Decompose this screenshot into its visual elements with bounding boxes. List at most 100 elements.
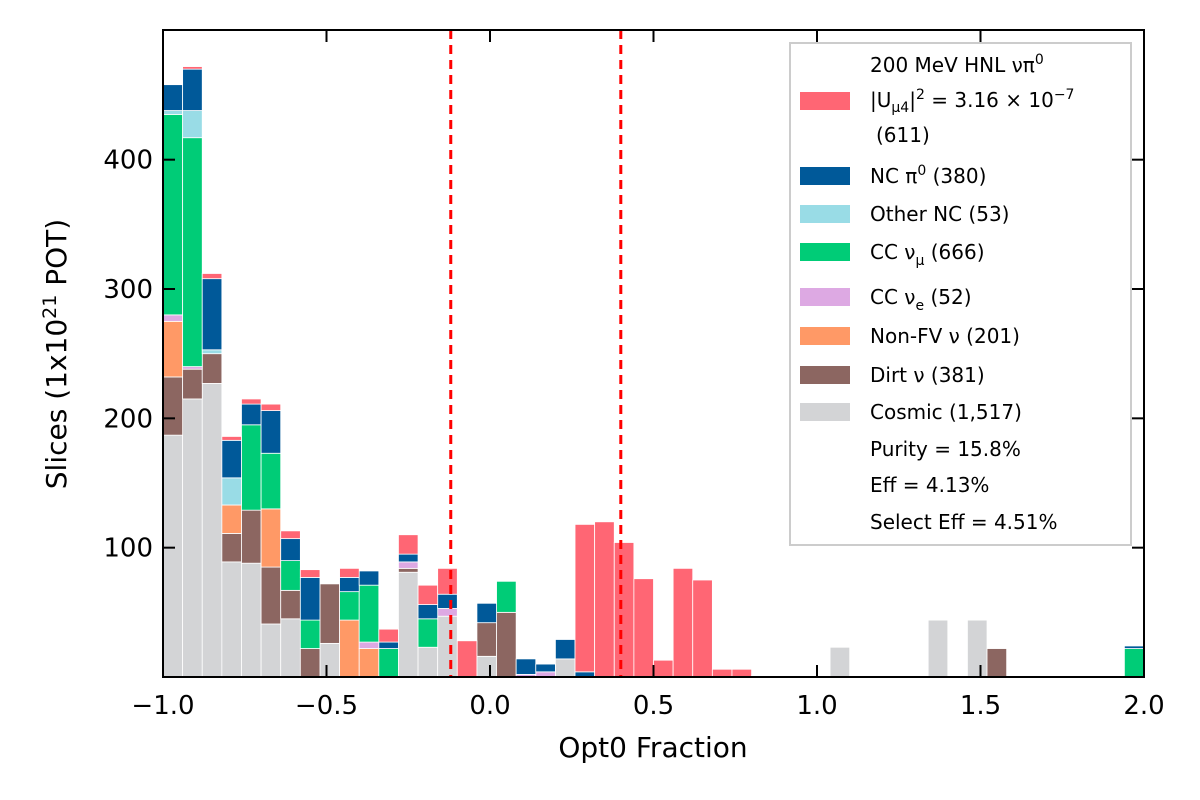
- bar-dirt-bin-3: [221, 533, 242, 563]
- bar-200-bin-12: [398, 534, 419, 555]
- bar-cc-bin-7: [299, 619, 321, 649]
- bar-nonfv-bin-5: [260, 508, 282, 568]
- bar-nonfv-bin-0: [162, 320, 184, 378]
- bar-cosmic-bin-5: [260, 623, 282, 678]
- bar-nc-bin-20: [555, 639, 576, 660]
- bar-dirt-bin-17: [496, 611, 517, 678]
- legend-label-hnl-line1: 200 MeV HNL νπ0: [870, 52, 1044, 77]
- bar-nc-bin-13: [417, 604, 439, 620]
- legend-swatch-othernc: [800, 205, 850, 223]
- bar-cc-bin-1: [182, 137, 203, 368]
- bar-cc-bin-49: [1123, 648, 1145, 678]
- x-axis-title: Opt0 Fraction: [558, 731, 747, 764]
- bar-nc-bin-6: [280, 538, 301, 562]
- y-tick-label-3: 400: [103, 146, 153, 176]
- legend-entry-othernc: Other NC (53): [800, 202, 1009, 226]
- bar-nc-bin-4: [241, 403, 262, 426]
- bar-dirt-bin-7: [299, 648, 321, 678]
- bar-cosmic-bin-2: [201, 383, 223, 678]
- bar-nc-bin-19: [535, 663, 556, 673]
- legend-entry-ccnue: CC νe (52): [800, 285, 972, 314]
- legend-entry-ncpi0: NC π0 (380): [800, 163, 986, 188]
- bar-cosmic-bin-4: [241, 562, 262, 678]
- x-tick-label-3: 0.5: [633, 691, 674, 721]
- bar-other-bin-1: [182, 110, 203, 139]
- x-tick-label-6: 2.0: [1123, 691, 1164, 721]
- bar-cosmic-bin-41: [967, 619, 988, 678]
- bar-cosmic-bin-20: [555, 658, 576, 678]
- bar-cc-bin-13: [417, 618, 439, 648]
- bar-200-bin-28: [711, 668, 733, 678]
- legend-select-efficiency: Select Eff = 4.51%: [870, 510, 1057, 534]
- bar-cosmic-bin-0: [162, 434, 184, 678]
- legend-swatch-ncpi0: [800, 167, 850, 185]
- legend-swatch-ccnumu: [800, 243, 850, 261]
- legend-label-nonfv: Non-FV ν (201): [870, 324, 1020, 348]
- bar-cosmic-bin-6: [280, 618, 301, 678]
- bar-cc-bin-0: [162, 114, 184, 316]
- bar-cc-bin-10: [358, 641, 380, 649]
- bar-other-bin-2: [201, 349, 223, 355]
- bar-200-bin-6: [280, 530, 301, 540]
- bar-200-bin-7: [299, 569, 321, 578]
- bar-dirt-bin-8: [319, 583, 340, 644]
- legend-label-othernc: Other NC (53): [870, 202, 1009, 226]
- bar-200-bin-2: [201, 273, 223, 280]
- bar-200-bin-22: [594, 521, 615, 678]
- legend-swatch-hnl: [800, 92, 850, 110]
- bar-200-bin-24: [633, 578, 654, 678]
- bar-nc-bin-5: [260, 410, 282, 454]
- bar-200-bin-26: [672, 567, 694, 678]
- bar-nc-bin-18: [515, 658, 537, 675]
- y-axis-title: Slices (1x1021 POT): [39, 219, 73, 489]
- bar-cosmic-bin-16: [476, 655, 497, 678]
- bar-200-bin-29: [731, 668, 752, 678]
- bar-cc-bin-4: [241, 424, 262, 511]
- bar-200-bin-4: [241, 398, 262, 405]
- legend-label-dirt: Dirt ν (381): [870, 363, 985, 387]
- legend-swatch-nonfv: [800, 327, 850, 345]
- bar-200-bin-27: [692, 579, 713, 678]
- bar-cosmic-bin-3: [221, 561, 242, 678]
- bar-dirt-bin-5: [260, 566, 282, 625]
- bar-dirt-bin-0: [162, 376, 184, 436]
- y-tick-label-0: 100: [103, 534, 153, 564]
- bar-cc-bin-10: [358, 584, 380, 643]
- bar-cc-bin-0: [162, 314, 184, 322]
- bar-nc-bin-14: [437, 593, 458, 609]
- bar-nc-bin-1: [182, 68, 203, 111]
- axis-ticks: −1.0 −0.5 0.0 0.5 1.0 1.5 2.0 100 200 300 400: [103, 30, 1165, 721]
- legend-label-hnl-line2: |Uμ4|2 = 3.16 × 10−7: [870, 87, 1074, 116]
- bar-other-bin-3: [221, 477, 242, 506]
- bar-cosmic-bin-34: [829, 646, 851, 678]
- bar-cosmic-bin-14: [437, 615, 458, 678]
- legend-label-ccnue: CC νe (52): [870, 285, 972, 314]
- bar-dirt-bin-6: [280, 589, 301, 620]
- bars-layer: [162, 66, 1145, 678]
- bar-dirt-bin-16: [476, 622, 497, 657]
- bar-nc-bin-3: [221, 439, 242, 479]
- bar-nc-bin-10: [358, 570, 380, 586]
- bar-cosmic-bin-13: [417, 646, 439, 678]
- bar-dirt-bin-2: [201, 353, 223, 384]
- bar-nc-bin-16: [476, 602, 497, 624]
- legend-entry-cosmic: Cosmic (1,517): [800, 400, 1022, 424]
- bar-200-bin-25: [653, 659, 674, 678]
- bar-cc-bin-12: [398, 561, 419, 569]
- bar-cc-bin-14: [437, 608, 458, 617]
- bar-nc-bin-11: [378, 641, 399, 649]
- legend-entry-nonfv: Non-FV ν (201): [800, 324, 1020, 348]
- bar-200-bin-1: [182, 66, 203, 70]
- bar-cc-bin-9: [339, 591, 360, 621]
- bar-200-bin-11: [378, 628, 399, 643]
- legend-label-cosmic: Cosmic (1,517): [870, 400, 1022, 424]
- legend-purity: Purity = 15.8%: [870, 437, 1021, 461]
- x-tick-label-5: 1.5: [960, 691, 1001, 721]
- bar-cosmic-bin-12: [398, 571, 419, 678]
- x-tick-label-2: 0.0: [469, 691, 510, 721]
- bar-200-bin-21: [574, 523, 596, 673]
- bar-nonfv-bin-10: [358, 648, 380, 678]
- bar-200-bin-14: [437, 567, 458, 595]
